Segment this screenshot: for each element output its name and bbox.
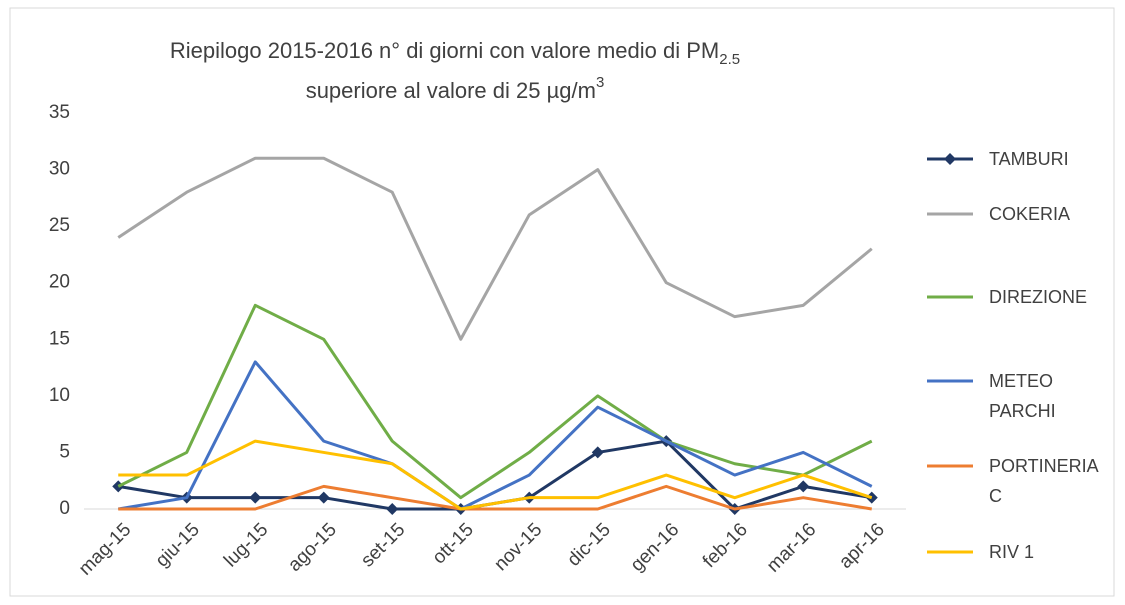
legend-swatch (927, 295, 973, 299)
y-tick-label: 15 (49, 328, 70, 349)
point-marker (591, 446, 604, 459)
legend-label: RIV 1 (989, 542, 1035, 562)
legend-label: DIREZIONE (989, 287, 1088, 307)
series-line (117, 303, 873, 500)
title-line1: Riepilogo 2015-2016 n° di giorni con val… (170, 38, 719, 63)
point-marker (797, 480, 810, 493)
legend-item: PORTINERIA C (925, 451, 1111, 511)
point-marker (249, 491, 262, 504)
x-tick-label: set-15 (357, 519, 409, 571)
series-line (118, 360, 873, 511)
y-tick-label: 0 (59, 498, 70, 519)
legend-label: TAMBURI (989, 149, 1069, 169)
legend-swatch (927, 379, 973, 383)
chart-frame (9, 7, 1115, 597)
legend-swatch (927, 550, 973, 554)
x-tick-label: feb-16 (699, 519, 752, 572)
point-marker (317, 491, 330, 504)
legend-marker (944, 153, 956, 165)
legend-label: METEO PARCHI (989, 371, 1056, 421)
y-tick-label: 35 (49, 102, 70, 123)
x-tick-label: dic-15 (563, 519, 614, 570)
legend-item: COKERIA (925, 199, 1111, 229)
x-tick-label: giu-15 (152, 519, 204, 571)
y-tick-label: 5 (59, 441, 70, 462)
x-tick-label: gen-16 (627, 519, 684, 576)
x-tick-label: ott-15 (429, 519, 478, 568)
legend-item: DIREZIONE (925, 282, 1111, 312)
series-line (118, 439, 873, 511)
legend-label: PORTINERIA C (989, 456, 1098, 506)
legend-label: COKERIA (989, 204, 1071, 224)
y-tick-label: 25 (49, 215, 70, 236)
legend-item: TAMBURI (925, 144, 1111, 174)
x-tick-label: ago-15 (284, 519, 341, 576)
legend-swatch (927, 212, 973, 216)
chart-title: superiore al valore di 25 µg/m3 (306, 74, 605, 103)
title-sup: 3 (596, 74, 604, 91)
y-tick-label: 30 (49, 159, 70, 180)
legend-item: METEO PARCHI (925, 366, 1111, 426)
x-tick-label: mag-15 (75, 519, 135, 579)
y-tick-label: 20 (49, 272, 70, 293)
x-tick-label: lug-15 (220, 519, 272, 571)
series-line (118, 484, 872, 511)
chart-title: Riepilogo 2015-2016 n° di giorni con val… (170, 38, 740, 68)
x-tick-label: mar-16 (763, 519, 820, 576)
y-tick-label: 10 (49, 385, 70, 406)
legend-swatch (927, 153, 973, 165)
x-tick-label: nov-15 (490, 519, 546, 575)
legend-swatch (927, 464, 973, 468)
series-line (117, 156, 873, 341)
point-marker (386, 503, 399, 515)
legend-item: RIV 1 (925, 537, 1111, 567)
title-sub: 2.5 (719, 51, 740, 68)
title-line2: superiore al valore di 25 µg/m (306, 78, 596, 103)
x-tick-label: apr-16 (835, 519, 889, 573)
